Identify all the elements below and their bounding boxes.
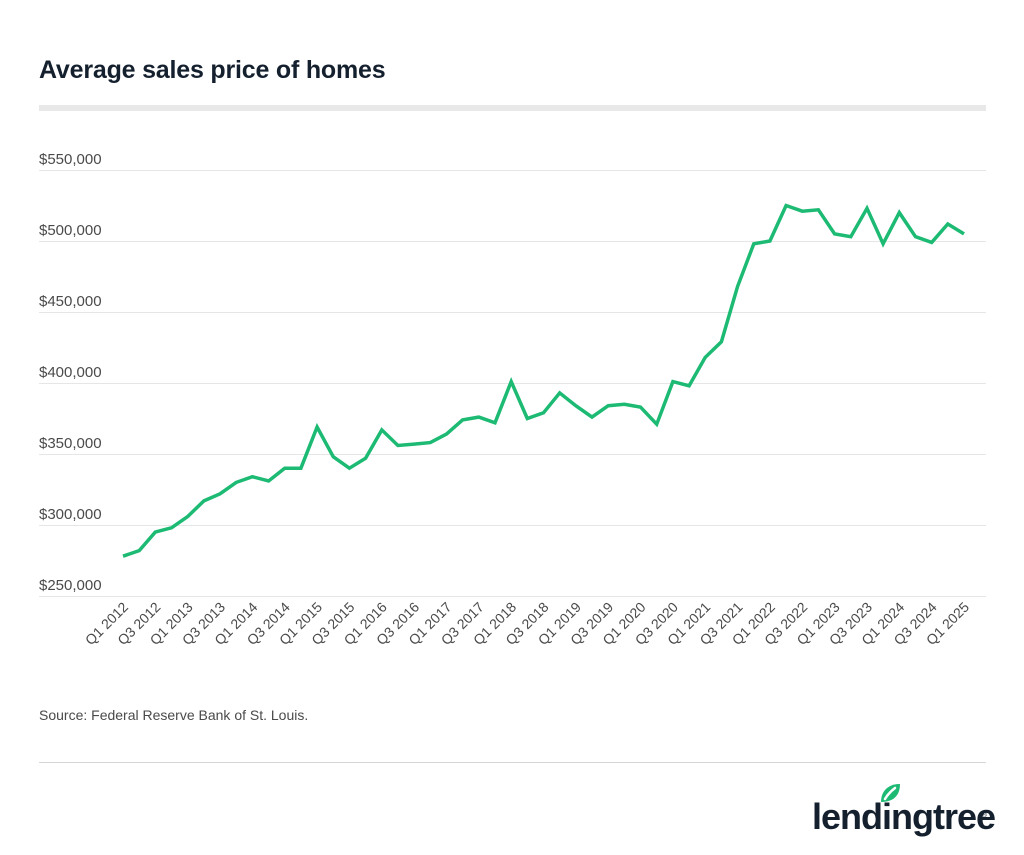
lendingtree-logo: lendingtree ® <box>812 782 996 838</box>
gridlines <box>39 170 986 597</box>
y-tick-label: $550,000 <box>39 151 102 168</box>
y-tick-label: $300,000 <box>39 506 102 523</box>
y-tick-label: $250,000 <box>39 577 102 594</box>
y-tick-label: $400,000 <box>39 364 102 381</box>
registered-mark: ® <box>982 812 988 819</box>
y-tick-label: $500,000 <box>39 222 102 239</box>
y-tick-label: $450,000 <box>39 293 102 310</box>
y-tick-label: $350,000 <box>39 435 102 452</box>
source-note: Source: Federal Reserve Bank of St. Loui… <box>39 707 309 723</box>
footer-divider <box>39 762 986 763</box>
series-line <box>122 203 965 558</box>
y-axis-ticks: $250,000 $300,000 $350,000 $400,000 $450,000… <box>39 151 102 594</box>
chart-title: Average sales price of homes <box>39 56 386 84</box>
leaf-icon <box>881 784 900 802</box>
logo-wordmark: lendingtree <box>812 796 996 837</box>
series-layer <box>122 203 965 558</box>
line-chart: $250,000 $300,000 $350,000 $400,000 $450,000… <box>39 151 986 648</box>
title-divider <box>39 105 986 111</box>
